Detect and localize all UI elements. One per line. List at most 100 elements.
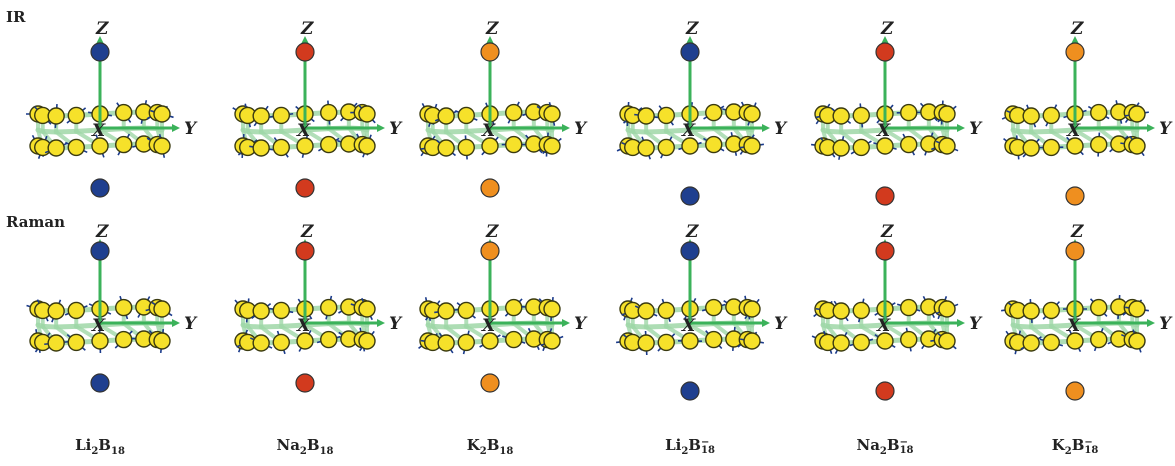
y-axis-label: Y — [184, 314, 198, 334]
bond — [663, 322, 693, 329]
boron-atom — [252, 107, 270, 125]
x-axis-label: X — [296, 316, 311, 336]
boron-atom — [705, 298, 723, 317]
boron-atom — [320, 135, 338, 154]
z-axis-head — [96, 36, 104, 44]
metal-atom-bottom — [875, 381, 895, 401]
metal-atom-bottom — [295, 178, 315, 198]
metal-atom-top — [480, 42, 500, 62]
boron-atom — [153, 332, 171, 350]
y-axis-label: Y — [389, 119, 403, 139]
boron-atom — [1022, 107, 1040, 125]
boron-atom — [900, 135, 918, 154]
cage-ir-0: Z Y X — [26, 19, 198, 198]
boron-atom — [91, 137, 109, 155]
z-axis-head — [301, 36, 309, 44]
boron-atom — [543, 105, 561, 123]
y-axis-head — [957, 124, 965, 132]
y-axis-label: Y — [574, 119, 588, 139]
boron-atom — [505, 135, 523, 154]
boron-atom — [743, 137, 761, 155]
y-axis-head — [377, 319, 385, 327]
boron-atom — [47, 139, 65, 157]
boron-atom — [832, 334, 850, 352]
boron-atom — [67, 106, 85, 125]
boron-atom — [852, 138, 870, 157]
boron-atom — [47, 107, 65, 125]
boron-atom — [543, 300, 561, 318]
boron-atom — [320, 298, 338, 317]
boron-atom — [115, 135, 133, 154]
z-axis-label: Z — [685, 222, 699, 242]
bond — [1048, 322, 1078, 329]
y-axis-label: Y — [774, 314, 788, 334]
boron-atom — [115, 103, 133, 122]
boron-atom — [637, 107, 655, 125]
bond — [1028, 323, 1054, 330]
boron-atom — [637, 302, 655, 320]
boron-atom — [1128, 105, 1146, 123]
boron-atom — [832, 139, 850, 157]
metal-atom-top — [480, 241, 500, 261]
boron-atom — [457, 333, 475, 352]
x-axis-label: X — [481, 121, 496, 141]
y-axis-head — [377, 124, 385, 132]
formula-label: Li2B −18 — [665, 436, 715, 457]
boron-atom — [153, 137, 171, 155]
boron-atom — [938, 300, 956, 318]
boron-atom — [900, 298, 918, 317]
boron-atom — [437, 334, 455, 352]
bond — [73, 322, 103, 329]
y-axis-label: Y — [1159, 119, 1173, 139]
boron-atom — [67, 333, 85, 352]
metal-atom-bottom — [295, 373, 315, 393]
cage-ir-3: Z Y X — [616, 19, 788, 206]
bond — [463, 127, 493, 134]
boron-atom — [1066, 137, 1084, 155]
boron-atom — [900, 330, 918, 349]
boron-atom — [1128, 300, 1146, 318]
boron-atom — [743, 300, 761, 318]
boron-atom — [876, 137, 894, 155]
y-axis-head — [1147, 319, 1155, 327]
boron-atom — [832, 107, 850, 125]
y-axis-label: Y — [969, 119, 983, 139]
boron-atom — [320, 103, 338, 122]
boron-atom — [296, 137, 314, 155]
boron-atom — [505, 103, 523, 122]
metal-atom-top — [875, 241, 895, 261]
boron-atom — [1066, 332, 1084, 350]
cage-ir-4: Z Y X — [810, 19, 983, 206]
z-axis-label: Z — [300, 222, 314, 242]
z-axis-label: Z — [95, 222, 109, 242]
formula-label: K2B18 — [466, 436, 514, 457]
boron-atom — [437, 139, 455, 157]
boron-atom — [67, 138, 85, 157]
z-axis-label: Z — [485, 222, 499, 242]
metal-atom-bottom — [90, 373, 110, 393]
bond — [443, 323, 469, 330]
boron-atom — [1022, 302, 1040, 320]
bond — [278, 322, 308, 329]
cage-raman-5: Z Y X — [1001, 222, 1173, 401]
boron-atom — [115, 298, 133, 317]
y-axis-head — [562, 124, 570, 132]
boron-atom — [705, 103, 723, 122]
y-axis-head — [957, 319, 965, 327]
metal-atom-bottom — [1065, 186, 1085, 206]
boron-atom — [705, 330, 723, 349]
boron-atom — [272, 333, 290, 352]
y-axis-head — [1147, 124, 1155, 132]
metal-atom-top — [680, 241, 700, 261]
metal-atom-top — [1065, 241, 1085, 261]
boron-atom — [1042, 106, 1060, 125]
metal-atom-bottom — [480, 373, 500, 393]
boron-atom — [743, 332, 761, 350]
boron-atom — [358, 300, 376, 318]
boron-atom — [505, 298, 523, 317]
boron-atom — [832, 302, 850, 320]
metal-atom-bottom — [1065, 381, 1085, 401]
boron-atom — [1022, 139, 1040, 157]
boron-atom — [1090, 330, 1108, 349]
boron-atom — [437, 107, 455, 125]
